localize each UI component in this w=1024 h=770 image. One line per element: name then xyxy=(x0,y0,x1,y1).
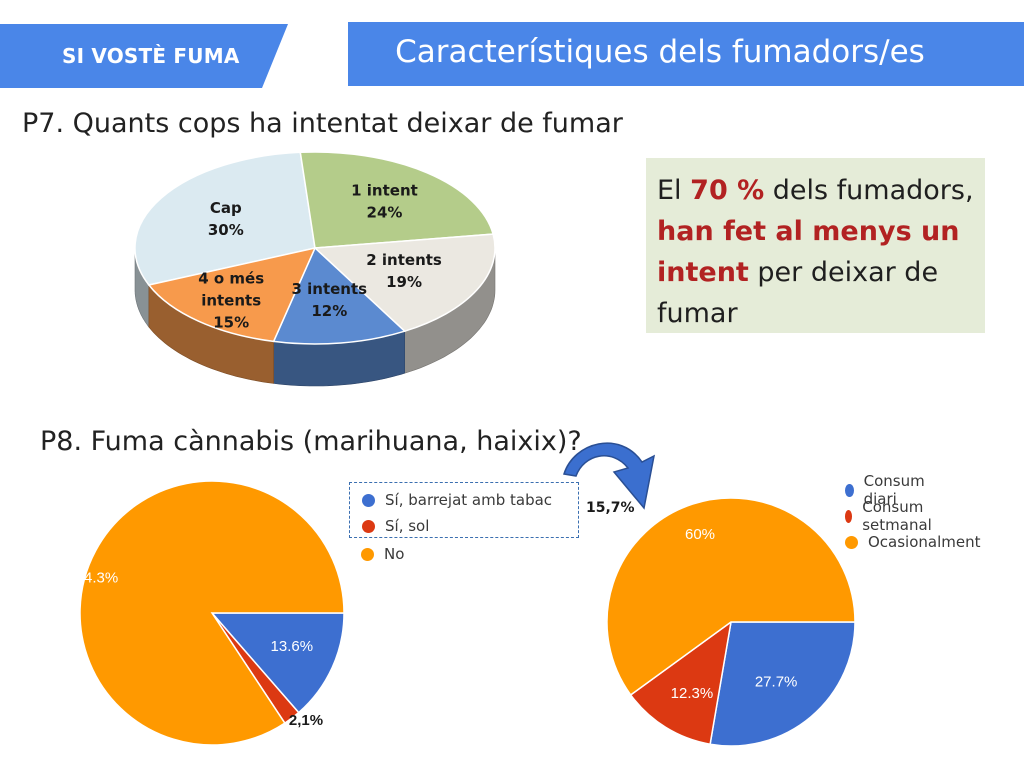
callout-highlight-2: han fet al menys un intent xyxy=(657,216,960,288)
pie-3d-attempts: Cap 30% 1 intent 24% 2 intents 19%3 intents 12… xyxy=(134,151,496,387)
pie3d-label-2-intents: 2 intents 19% xyxy=(366,251,442,291)
pie-slice-consum-setmanal xyxy=(629,620,733,746)
pie-cannabis: 13.6% 2,1% 84.3% xyxy=(76,480,345,746)
pie-label-si-barrejat-amb-tabac: 13.6% xyxy=(271,638,314,655)
curved-arrow-icon xyxy=(563,442,656,510)
legend-swatch xyxy=(362,519,375,533)
legend-label: Consum diari xyxy=(863,472,925,508)
pie-slice-ocasionalment xyxy=(606,497,856,696)
callout-box: El 70 % dels fumadors, han fet al menys … xyxy=(646,158,985,333)
ribbon-shape xyxy=(0,24,288,88)
legend-label: No xyxy=(384,545,405,563)
section-ribbon xyxy=(0,24,288,88)
legend-item: Consum setmanal xyxy=(845,498,938,534)
legend-item: Consum diari xyxy=(845,472,929,508)
legend-cannabis: Sí, barrejat amb tabac Sí, sol xyxy=(349,482,579,538)
pie-3d-top xyxy=(134,151,496,345)
legend-item: No xyxy=(361,544,404,564)
legend-label: Ocasionalment xyxy=(868,533,981,551)
legend-swatch xyxy=(845,483,854,497)
pie-3d-labels: Cap 30% 1 intent 24% 2 intents 19%3 intents 12… xyxy=(198,181,442,331)
pie3d-slice-2-intents xyxy=(313,233,496,333)
pie-label-consum-setmanal: 12.3% xyxy=(671,685,714,702)
callout-text-3: per deixar de fumar xyxy=(657,257,939,329)
pie3d-label-cap: Cap 30% xyxy=(208,199,244,239)
pie3d-label-1-intent: 1 intent 24% xyxy=(351,181,418,221)
legend-swatch xyxy=(845,535,858,549)
pie3d-label-3-intents: 3 intents 12% xyxy=(291,280,367,320)
pie3d-slice-4-o-mes-intents xyxy=(147,246,317,343)
legend-swatch xyxy=(362,493,375,507)
legend-label: Sí, sol xyxy=(385,517,430,535)
legend-label: Sí, barrejat amb tabac xyxy=(385,491,553,509)
question-p7: P7. Quants cops ha intentat deixar de fu… xyxy=(22,108,623,139)
pie3d-slice-cap xyxy=(134,151,316,286)
pie-label-si-sol: 2,1% xyxy=(289,712,323,729)
pie-slice-si-barrejat-amb-tabac xyxy=(210,612,345,714)
pie3d-label-4-o-mes-intents: 4 o més intents 15% xyxy=(198,270,264,332)
page-title: Característiques dels fumadors/es xyxy=(395,34,925,70)
question-p8: P8. Fuma cànnabis (marihuana, haixix)? xyxy=(40,426,582,457)
callout-highlight-1: 70 % xyxy=(690,175,765,206)
callout-text-1: El xyxy=(657,175,691,206)
legend-swatch xyxy=(845,509,853,523)
legend-item: Ocasionalment xyxy=(845,532,981,552)
pie3d-slice-1-intent xyxy=(299,151,495,249)
pie-slice-no xyxy=(79,480,345,746)
pie-cannabis-frequency: 27.7% 12.3% 60% xyxy=(606,497,856,747)
pie-label-consum-diari: 27.7% xyxy=(755,674,798,691)
legend-item: Sí, barrejat amb tabac xyxy=(362,490,552,510)
legend-swatch xyxy=(361,547,374,561)
legend-label: Consum setmanal xyxy=(862,498,932,534)
legend-item: Sí, sol xyxy=(362,516,429,536)
pie-label-ocasionalment: 60% xyxy=(685,526,715,543)
pie3d-slice-3-intents xyxy=(272,246,407,345)
pie-slice-consum-diari xyxy=(709,621,856,747)
pie-3d-sides xyxy=(134,247,496,387)
arrow-label: 15,7% xyxy=(586,500,635,516)
pie-label-no: 84.3% xyxy=(76,569,119,586)
section-label: SI VOSTÈ FUMA xyxy=(62,44,240,68)
title-bar: Característiques dels fumadors/es xyxy=(348,22,1024,86)
callout-text-2: dels fumadors, xyxy=(764,175,974,206)
